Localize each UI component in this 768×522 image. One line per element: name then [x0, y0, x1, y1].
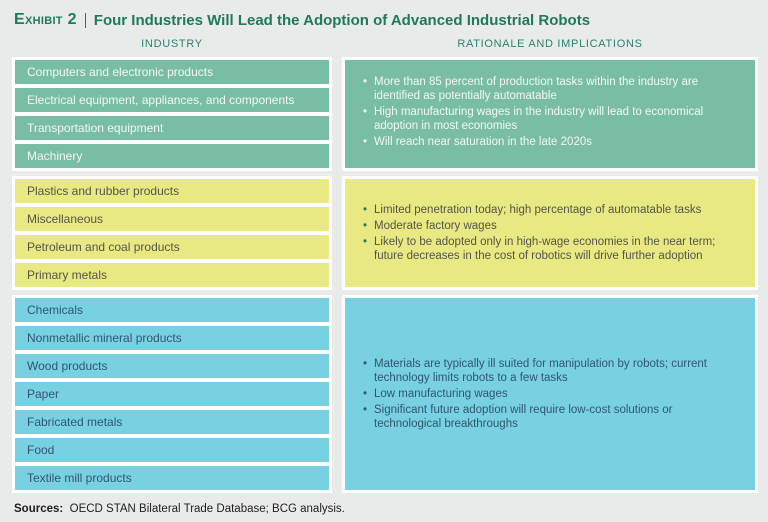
- industry-list-slow-adopters: Chemicals Nonmetallic mineral products Woo…: [12, 295, 332, 493]
- exhibit-title: Exhibit 2 Four Industries Will Lead the …: [12, 11, 760, 29]
- industry-row: Petroleum and coal products: [15, 235, 329, 259]
- groups-container: Computers and electronic products Electri…: [12, 57, 760, 493]
- rationale-bullet: Low manufacturing wages: [361, 387, 739, 401]
- rationale-bullet: More than 85 percent of production tasks…: [361, 75, 739, 103]
- industry-row: Textile mill products: [15, 466, 329, 490]
- industry-group-slow-adopters: Chemicals Nonmetallic mineral products Woo…: [12, 295, 760, 493]
- sources-label: Sources:: [14, 503, 64, 515]
- rationale-box-moderate-adopters: Limited penetration today; high percenta…: [342, 176, 758, 290]
- industry-row: Fabricated metals: [15, 410, 329, 434]
- column-headers: INDUSTRY RATIONALE AND IMPLICATIONS: [12, 38, 760, 50]
- industry-row: Miscellaneous: [15, 207, 329, 231]
- rationale-bullet-list: Materials are typically ill suited for m…: [361, 355, 739, 433]
- page-title: Four Industries Will Lead the Adoption o…: [93, 11, 591, 29]
- industry-row: Machinery: [15, 144, 329, 168]
- rationale-bullet: Likely to be adopted only in high-wage e…: [361, 235, 739, 263]
- industry-row: Nonmetallic mineral products: [15, 326, 329, 350]
- industry-row: Plastics and rubber products: [15, 179, 329, 203]
- industry-group-moderate-adopters: Plastics and rubber products Miscellaneou…: [12, 176, 760, 290]
- rationale-bullet-list: Limited penetration today; high percenta…: [361, 201, 739, 265]
- rationale-bullet: Limited penetration today; high percenta…: [361, 203, 739, 217]
- industry-group-leading-adopters: Computers and electronic products Electri…: [12, 57, 760, 171]
- industry-row: Paper: [15, 382, 329, 406]
- exhibit-number-label: Exhibit 2: [14, 11, 77, 28]
- industry-row: Food: [15, 438, 329, 462]
- title-separator: [84, 12, 86, 28]
- industry-row: Primary metals: [15, 263, 329, 287]
- rationale-bullet: Significant future adoption will require…: [361, 403, 739, 431]
- rationale-bullet: Materials are typically ill suited for m…: [361, 357, 739, 385]
- industry-row: Wood products: [15, 354, 329, 378]
- industry-row: Electrical equipment, appliances, and co…: [15, 88, 329, 112]
- rationale-bullet: High manufacturing wages in the industry…: [361, 105, 739, 133]
- sources-text-value: OECD STAN Bilateral Trade Database; BCG …: [69, 503, 345, 515]
- industry-list-moderate-adopters: Plastics and rubber products Miscellaneou…: [12, 176, 332, 290]
- industry-row: Chemicals: [15, 298, 329, 322]
- sources-line: Sources: OECD STAN Bilateral Trade Datab…: [12, 503, 760, 515]
- rationale-bullet: Will reach near saturation in the late 2…: [361, 135, 739, 149]
- industry-row: Transportation equipment: [15, 116, 329, 140]
- column-header-industry: INDUSTRY: [141, 38, 203, 50]
- industry-list-leading-adopters: Computers and electronic products Electri…: [12, 57, 332, 171]
- industry-row: Computers and electronic products: [15, 60, 329, 84]
- rationale-box-slow-adopters: Materials are typically ill suited for m…: [342, 295, 758, 493]
- rationale-bullet-list: More than 85 percent of production tasks…: [361, 73, 739, 151]
- rationale-bullet: Moderate factory wages: [361, 219, 739, 233]
- column-header-rationale: RATIONALE AND IMPLICATIONS: [457, 38, 643, 50]
- rationale-box-leading-adopters: More than 85 percent of production tasks…: [342, 57, 758, 171]
